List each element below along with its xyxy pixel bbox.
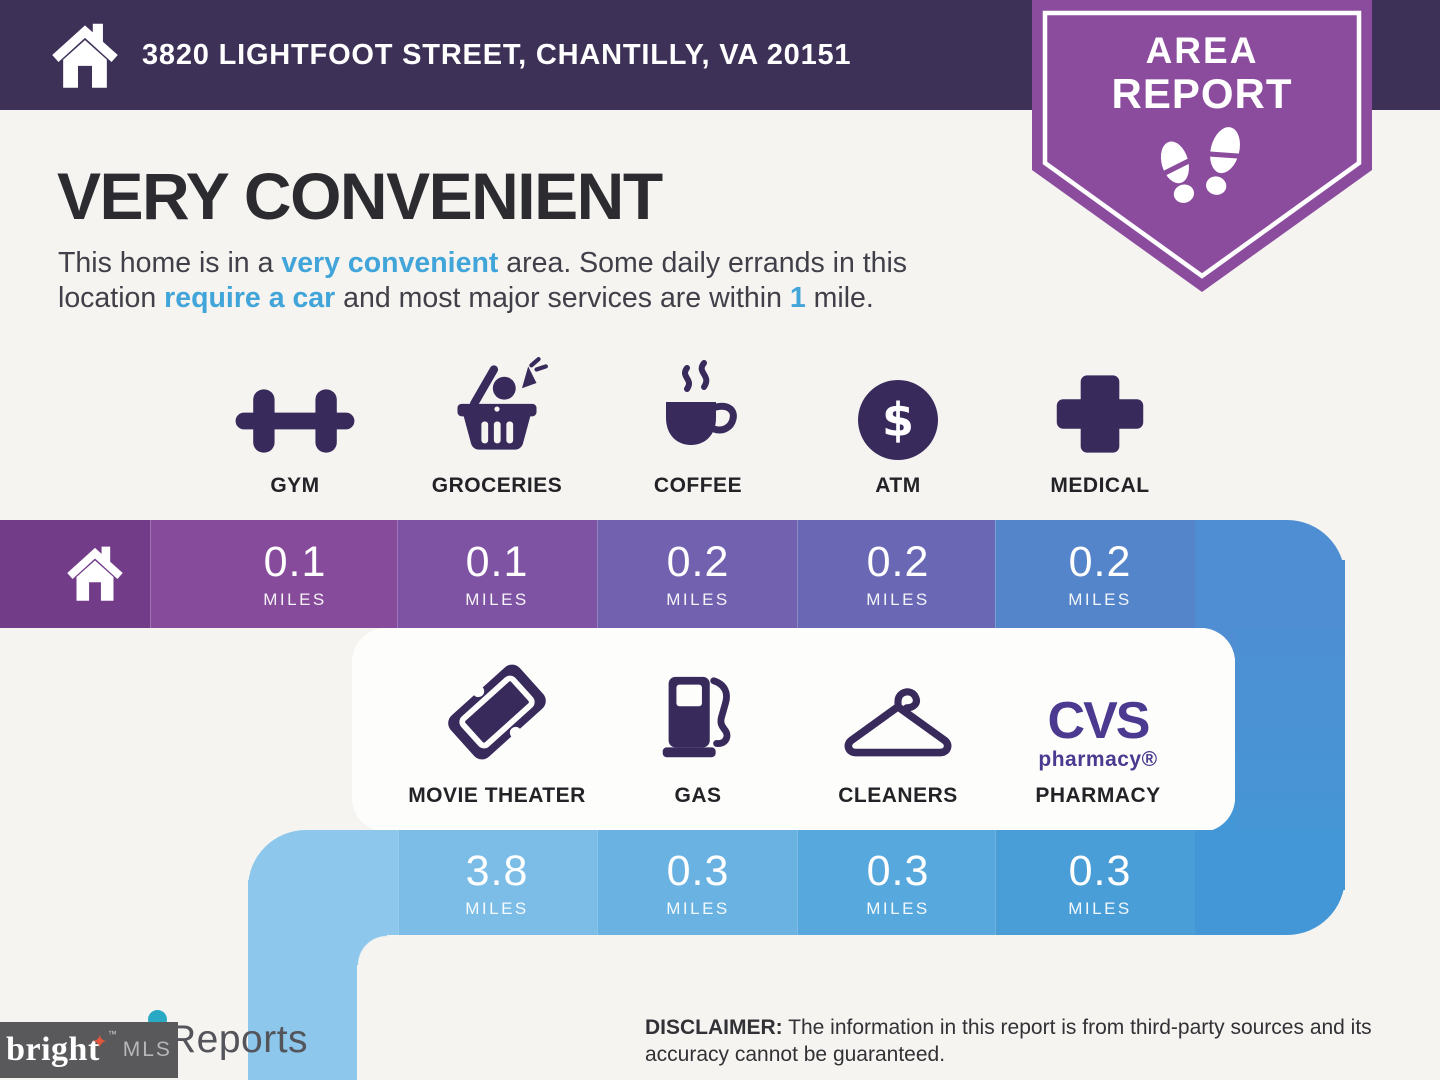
distance-value: 0.3 (1068, 846, 1132, 895)
amenity-gym: GYM (190, 372, 400, 498)
disclaimer-body: The information in this report is from t… (645, 1016, 1372, 1066)
trademark-symbol: ™ (107, 1029, 117, 1039)
bar1-segment-medical (995, 520, 1195, 628)
badge-title-area: AREA (1145, 30, 1259, 71)
amenity-label: PHARMACY (1035, 784, 1161, 807)
amenity-label: MOVIE THEATER (408, 784, 586, 807)
distance-value: 0.2 (866, 538, 930, 586)
bar2-segment-pharmacy (995, 830, 1195, 935)
distance-movie-theater: 3.8 MILES (392, 830, 602, 935)
description-text: This home is in a (58, 247, 282, 279)
distance-unit: MILES (465, 898, 529, 918)
amenity-gas: GAS (593, 658, 803, 808)
convenience-description: This home is in a very convenient area. … (58, 246, 907, 316)
amenity-coffee: COFFEE (593, 360, 803, 498)
distance-groceries: 0.1 MILES (392, 520, 602, 628)
amenity-movie-theater: MOVIE THEATER (367, 658, 627, 808)
page-title: VERY CONVENIENT (57, 159, 663, 233)
amenity-label: GROCERIES (431, 474, 563, 497)
home-icon (52, 23, 118, 88)
distance-value: 0.2 (666, 538, 730, 586)
bar2-segment-cleaners (797, 830, 995, 935)
bar1-corner (1195, 520, 1345, 628)
distance-unit: MILES (465, 590, 529, 609)
bar2-corner-right (1195, 830, 1345, 935)
distance-value: 0.2 (1068, 538, 1132, 586)
distance-value: 3.8 (465, 846, 529, 895)
badge-title-report: REPORT (1111, 70, 1293, 117)
amenity-pharmacy: CVS pharmacy® PHARMACY (993, 658, 1203, 808)
distance-unit: MILES (866, 590, 930, 609)
star-icon: ✦ (91, 1031, 108, 1053)
badge-ribbon-shape (1032, 0, 1372, 292)
cvs-pharmacy-logo: CVS pharmacy® (1038, 695, 1157, 770)
property-address: 3820 LIGHTFOOT STREET, CHANTILLY, VA 201… (142, 38, 852, 71)
bar2-corner-left (248, 830, 398, 935)
amenity-cleaners: CLEANERS (793, 658, 1003, 808)
amenity-label: ATM (875, 474, 921, 497)
cvs-pharmacy-text: pharmacy® (1038, 748, 1158, 771)
grocery-basket-icon (457, 357, 548, 450)
distance-medical: 0.2 MILES (995, 520, 1205, 628)
amenity-label: COFFEE (653, 474, 743, 497)
bar1-segment-atm (797, 520, 995, 628)
gas-pump-icon (662, 676, 731, 758)
distance-value: 0.1 (465, 538, 529, 586)
description-text: mile. (805, 282, 874, 314)
description-text: location (58, 282, 165, 314)
amenity-label: CLEANERS (838, 784, 958, 807)
bar1-segment-gym (150, 520, 397, 628)
distance-gas: 0.3 MILES (593, 830, 803, 935)
distance-unit: MILES (1068, 898, 1132, 918)
dollar-sign: $ (881, 393, 914, 447)
brand-wordmark: bright (6, 1031, 100, 1068)
description-highlight: require a car (164, 282, 336, 314)
distance-value: 0.3 (666, 846, 730, 895)
home-icon (67, 546, 123, 601)
amenity-label: GAS (674, 784, 722, 807)
route-fillet (357, 935, 387, 965)
description-highlight: very convenient (281, 247, 499, 279)
distance-value: 0.1 (263, 538, 327, 586)
brand-suffix: MLS (122, 1038, 172, 1061)
description-text: and most major services are within (335, 282, 790, 314)
dumbbell-icon (235, 389, 355, 453)
amenity-label: GYM (270, 474, 320, 497)
distance-unit: MILES (666, 590, 730, 609)
bar2-segment-movie-theater (398, 830, 597, 935)
cvs-wordmark: CVS (1047, 692, 1151, 750)
dollar-circle-icon: $ (858, 380, 938, 460)
disclaimer-text: DISCLAIMER: The information in this repo… (645, 1014, 1405, 1068)
watermark-reports-text: Reports (168, 1018, 309, 1061)
distance-gym: 0.1 MILES (190, 520, 400, 628)
clothes-hanger-icon (844, 688, 952, 757)
distance-unit: MILES (666, 898, 730, 918)
medical-cross-icon (1056, 375, 1144, 453)
description-highlight: 1 (789, 282, 806, 314)
bright-mls-logo: bright ✦ ™ MLS (0, 1022, 178, 1078)
description-text: area. Some daily errands in this (498, 247, 908, 279)
distance-pharmacy: 0.3 MILES (995, 830, 1205, 935)
movie-ticket-icon (448, 664, 546, 760)
bar1-segment-coffee (597, 520, 797, 628)
distance-coffee: 0.2 MILES (593, 520, 803, 628)
bar1-segment-groceries (397, 520, 597, 628)
area-report-badge: AREA REPORT (1028, 0, 1376, 296)
distance-unit: MILES (866, 898, 930, 918)
distance-cleaners: 0.3 MILES (793, 830, 1003, 935)
distance-atm: 0.2 MILES (793, 520, 1003, 628)
amenity-label: MEDICAL (1050, 474, 1150, 497)
disclaimer-label: DISCLAIMER: (645, 1016, 783, 1039)
distance-value: 0.3 (866, 846, 930, 895)
amenity-atm: $ ATM (793, 372, 1003, 498)
distance-unit: MILES (1068, 590, 1132, 609)
distance-unit: MILES (263, 590, 327, 609)
amenity-groceries: GROCERIES (392, 357, 602, 498)
amenity-medical: MEDICAL (995, 372, 1205, 498)
bar2-segment-gas (597, 830, 797, 935)
footprints-icon (1160, 127, 1242, 203)
coffee-cup-icon (666, 360, 737, 445)
